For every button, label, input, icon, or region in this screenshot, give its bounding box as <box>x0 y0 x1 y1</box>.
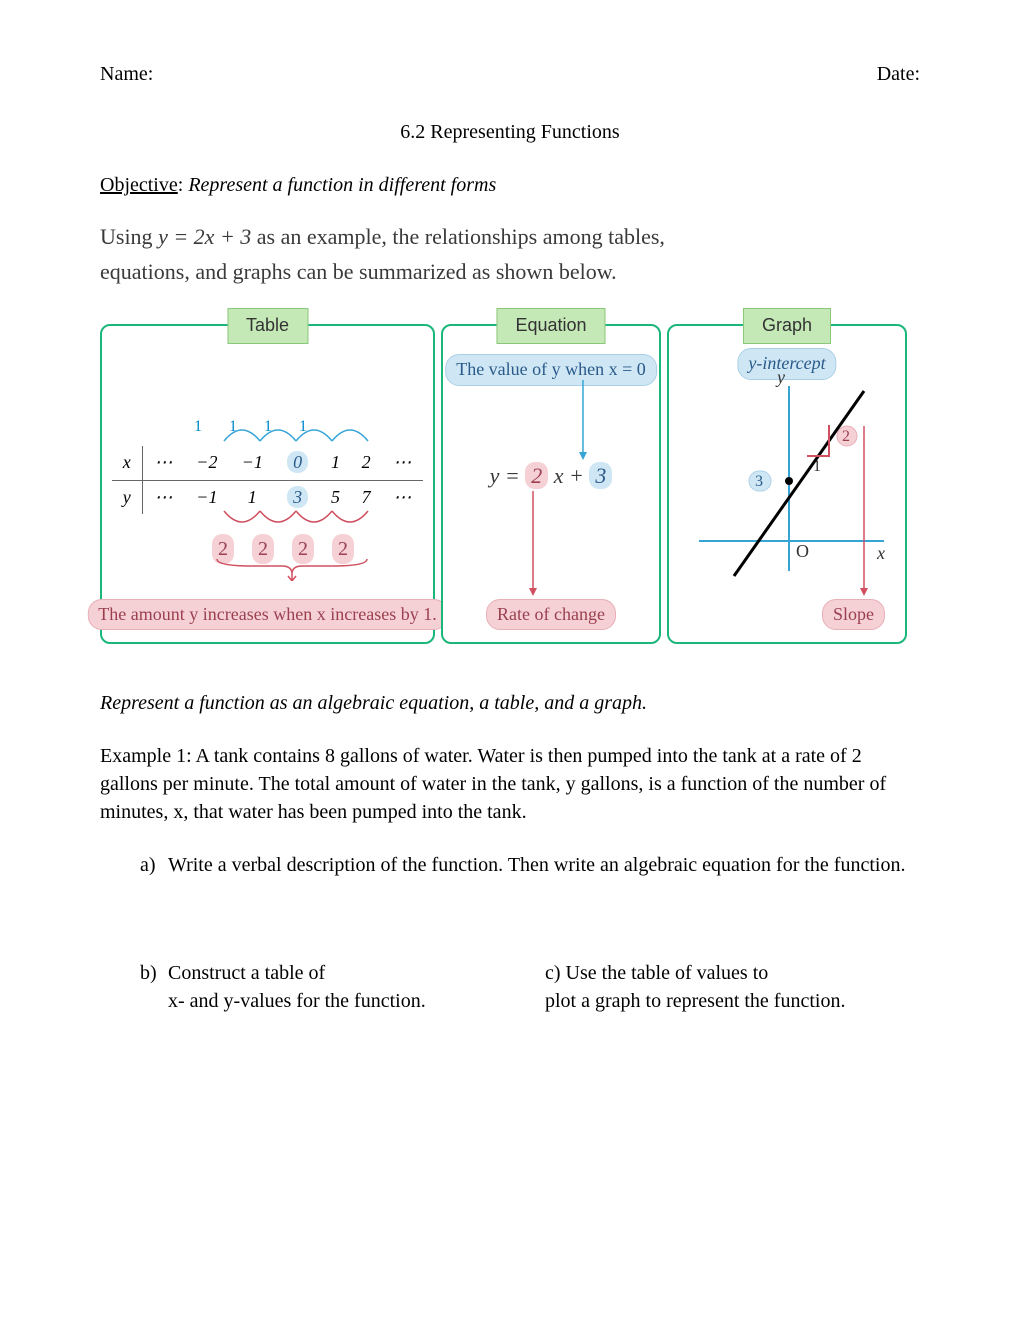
objective-line: Objective: Represent a function in diffe… <box>100 171 920 199</box>
svg-text:y: y <box>775 371 785 387</box>
graph-panel: Graph y-intercept y x O 3 1 2 <box>667 324 907 644</box>
coef-highlight: 2 <box>525 462 548 489</box>
highlighted-x0: 0 <box>287 451 308 473</box>
subheader: Represent a function as an algebraic equ… <box>100 689 920 717</box>
arrow-to-slope-icon <box>834 426 894 601</box>
table-row-x: x ⋯−2 −1 0 12 ⋯ <box>112 446 423 480</box>
equation-panel-label: Equation <box>496 308 605 343</box>
table-rate-label: The amount y increases when x increases … <box>87 599 447 630</box>
svg-text:3: 3 <box>755 473 763 490</box>
equation-text: y = 2 x + 3 <box>443 461 659 492</box>
question-a: a)Write a verbal description of the func… <box>140 851 920 879</box>
date-label: Date: <box>877 60 920 88</box>
equation-rate-label: Rate of change <box>486 599 616 630</box>
page-title: 6.2 Representing Functions <box>100 118 920 146</box>
question-b: b)Construct a table of x- and y-values f… <box>140 959 515 1015</box>
equation-panel: Equation The value of y when x = 0 y = 2… <box>441 324 661 644</box>
table-panel-label: Table <box>227 308 308 343</box>
slope-label: Slope <box>822 599 885 630</box>
svg-text:O: O <box>796 541 809 561</box>
arrow-to-const-icon <box>443 380 663 465</box>
objective-text: Represent a function in different forms <box>188 174 496 196</box>
function-table: x ⋯−2 −1 0 12 ⋯ y ⋯−1 1 3 57 ⋯ <box>112 446 423 513</box>
arrow-to-rate-icon <box>443 491 663 601</box>
table-panel: Table 1 1 1 1 x ⋯−2 −1 0 12 ⋯ <box>100 324 435 644</box>
const-highlight: 3 <box>589 462 612 489</box>
question-c: c) Use the table of values to plot a gra… <box>545 959 920 1015</box>
intro-paragraph: Using y = 2x + 3 as an example, the rela… <box>100 219 920 289</box>
example-1-text: Example 1: A tank contains 8 gallons of … <box>100 742 920 826</box>
graph-panel-label: Graph <box>743 308 831 343</box>
brace-icon <box>212 556 372 581</box>
svg-text:1: 1 <box>813 458 821 475</box>
objective-label: Objective <box>100 174 178 196</box>
name-label: Name: <box>100 60 153 88</box>
highlighted-y3: 3 <box>287 486 308 508</box>
three-panels: Table 1 1 1 1 x ⋯−2 −1 0 12 ⋯ <box>100 324 920 644</box>
top-arc-labels: 1 1 1 1 <box>194 416 433 438</box>
